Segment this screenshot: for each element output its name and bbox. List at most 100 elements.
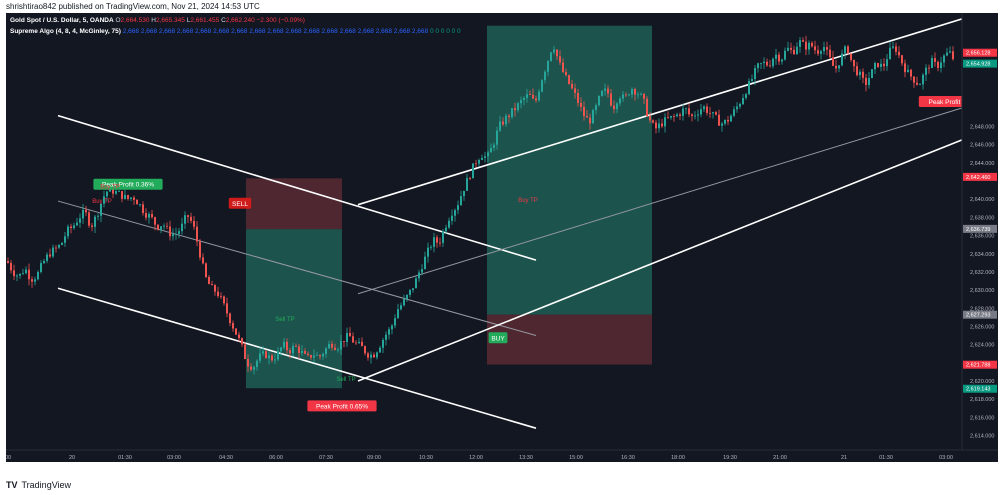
candle-body[interactable]	[130, 197, 132, 199]
candle-body[interactable]	[817, 50, 819, 54]
candle-body[interactable]	[268, 355, 270, 358]
candle-body[interactable]	[607, 88, 609, 94]
channel-line[interactable]	[357, 13, 996, 206]
candle-body[interactable]	[574, 88, 576, 94]
candle-body[interactable]	[421, 269, 423, 273]
candle-body[interactable]	[142, 204, 144, 214]
candle-body[interactable]	[379, 347, 381, 353]
candle-body[interactable]	[670, 116, 672, 118]
candle-body[interactable]	[43, 260, 45, 264]
candle-body[interactable]	[952, 51, 954, 60]
candle-body[interactable]	[25, 269, 27, 274]
candle-body[interactable]	[850, 53, 852, 60]
channel-line[interactable]	[57, 114, 537, 261]
candle-body[interactable]	[337, 349, 339, 351]
symbol-title[interactable]: Gold Spot / U.S. Dollar, 5, OANDA	[10, 17, 114, 24]
candle-body[interactable]	[859, 71, 861, 76]
candle-body[interactable]	[928, 67, 930, 69]
candle-body[interactable]	[685, 108, 687, 110]
candle-body[interactable]	[832, 57, 834, 66]
candle-body[interactable]	[826, 47, 828, 50]
candle-body[interactable]	[577, 93, 579, 103]
candle-body[interactable]	[409, 289, 411, 295]
time-axis-bg[interactable]	[6, 450, 998, 462]
candle-body[interactable]	[664, 117, 666, 127]
candle-body[interactable]	[571, 84, 573, 89]
candle-body[interactable]	[949, 51, 951, 53]
candle-body[interactable]	[778, 54, 780, 62]
candle-body[interactable]	[802, 40, 804, 42]
candle-body[interactable]	[13, 270, 15, 277]
candle-body[interactable]	[619, 98, 621, 104]
candle-body[interactable]	[565, 72, 567, 76]
candle-body[interactable]	[61, 242, 63, 245]
candle-body[interactable]	[700, 109, 702, 115]
price-label-bg[interactable]	[963, 172, 997, 181]
price-label-bg[interactable]	[963, 48, 997, 57]
candle-body[interactable]	[406, 294, 408, 300]
candle-body[interactable]	[304, 351, 306, 354]
candle-body[interactable]	[424, 256, 426, 270]
channel-line[interactable]	[357, 97, 997, 295]
candle-body[interactable]	[784, 50, 786, 60]
candle-body[interactable]	[733, 109, 735, 116]
candle-body[interactable]	[706, 106, 708, 113]
candle-body[interactable]	[172, 234, 174, 237]
candle-body[interactable]	[436, 237, 438, 243]
candle-body[interactable]	[136, 199, 138, 205]
candle-body[interactable]	[922, 74, 924, 85]
candle-body[interactable]	[55, 247, 57, 249]
candle-body[interactable]	[226, 303, 228, 314]
candle-body[interactable]	[211, 284, 213, 286]
tradingview-logo[interactable]: TV TradingView	[6, 480, 71, 490]
candle-body[interactable]	[919, 84, 921, 86]
candle-body[interactable]	[490, 147, 492, 153]
candle-body[interactable]	[70, 226, 72, 229]
candle-body[interactable]	[22, 273, 24, 274]
candle-body[interactable]	[541, 80, 543, 92]
candle-body[interactable]	[865, 77, 867, 85]
candle-body[interactable]	[568, 75, 570, 85]
candle-body[interactable]	[271, 355, 273, 361]
candle-body[interactable]	[118, 191, 120, 192]
candle-body[interactable]	[910, 69, 912, 77]
candle-body[interactable]	[442, 231, 444, 243]
candle-body[interactable]	[661, 123, 663, 127]
candle-body[interactable]	[808, 42, 810, 50]
candle-body[interactable]	[382, 339, 384, 348]
candle-body[interactable]	[769, 65, 771, 67]
candle-body[interactable]	[715, 112, 717, 115]
candle-body[interactable]	[208, 276, 210, 285]
candle-body[interactable]	[307, 353, 309, 356]
candle-body[interactable]	[301, 351, 303, 353]
candle-body[interactable]	[325, 348, 327, 355]
buy-label-bg[interactable]	[488, 332, 508, 344]
candle-body[interactable]	[640, 93, 642, 95]
candle-body[interactable]	[925, 67, 927, 75]
candle-body[interactable]	[187, 215, 189, 217]
candle-body[interactable]	[358, 341, 360, 344]
candle-body[interactable]	[349, 332, 351, 337]
candle-body[interactable]	[583, 106, 585, 117]
candle-body[interactable]	[253, 366, 255, 370]
candle-body[interactable]	[418, 272, 420, 279]
candle-body[interactable]	[895, 46, 897, 52]
candle-body[interactable]	[535, 98, 537, 101]
candle-body[interactable]	[712, 112, 714, 114]
candle-body[interactable]	[277, 351, 279, 360]
candle-body[interactable]	[889, 47, 891, 60]
candle-body[interactable]	[757, 63, 759, 69]
candle-body[interactable]	[460, 196, 462, 206]
candle-body[interactable]	[880, 63, 882, 67]
candle-body[interactable]	[823, 47, 825, 52]
candle-body[interactable]	[58, 244, 60, 248]
candle-body[interactable]	[499, 121, 501, 131]
candle-body[interactable]	[934, 58, 936, 62]
candle-body[interactable]	[694, 115, 696, 117]
candle-body[interactable]	[445, 227, 447, 232]
candle-body[interactable]	[766, 61, 768, 66]
candle-body[interactable]	[91, 225, 93, 227]
candle-body[interactable]	[148, 213, 150, 218]
candle-body[interactable]	[799, 40, 801, 47]
candle-body[interactable]	[691, 114, 693, 117]
